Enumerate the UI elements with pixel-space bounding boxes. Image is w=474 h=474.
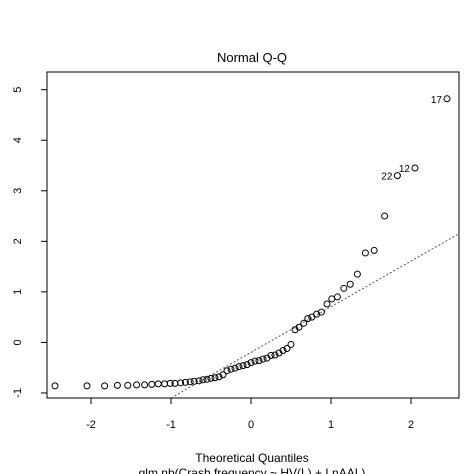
data-point <box>361 249 369 257</box>
y-tick-label: 1 <box>12 289 24 295</box>
y-tick-label: 4 <box>12 137 24 143</box>
data-point <box>199 376 207 384</box>
data-point <box>211 374 219 382</box>
data-point <box>251 357 259 365</box>
data-point <box>300 319 308 327</box>
x-tick-label: -1 <box>166 419 176 431</box>
point-label: 17 <box>431 95 443 106</box>
data-point <box>340 284 348 292</box>
data-point <box>295 323 303 331</box>
x-tick-label: 0 <box>248 419 254 431</box>
data-point <box>317 308 325 316</box>
plot-frame <box>46 71 460 399</box>
point-label: 22 <box>381 172 393 183</box>
data-point <box>393 172 401 180</box>
point-labels-layer: 17 22 12 <box>381 95 442 183</box>
model-subtitle: glm.nb(Crash.frequency ~ HV(L) + LnAAL) <box>139 466 366 474</box>
data-point <box>271 351 279 359</box>
y-tick-label: 3 <box>12 188 24 194</box>
data-point <box>207 374 215 382</box>
data-point <box>243 361 251 369</box>
data-point <box>443 95 451 103</box>
data-point <box>231 364 239 372</box>
data-point <box>370 246 378 254</box>
data-point <box>304 315 312 323</box>
data-point <box>283 344 291 352</box>
y-tick-label: -1 <box>12 388 24 398</box>
data-point <box>203 375 211 383</box>
data-point <box>219 371 227 379</box>
data-point <box>308 313 316 321</box>
x-axis: -2 -1 0 1 2 <box>86 398 414 431</box>
y-tick-label: 2 <box>12 238 24 244</box>
data-point <box>323 300 331 308</box>
data-point <box>267 352 275 360</box>
x-tick-label: 1 <box>328 419 334 431</box>
data-point <box>239 362 247 370</box>
data-point <box>279 346 287 354</box>
data-point <box>235 363 243 371</box>
data-point <box>247 359 255 367</box>
data-point <box>51 382 59 390</box>
y-tick-label: 0 <box>12 339 24 345</box>
data-point <box>190 377 198 385</box>
data-point <box>113 381 121 389</box>
points-layer <box>51 95 451 390</box>
data-point <box>381 212 389 220</box>
x-tick-label: -2 <box>86 419 96 431</box>
data-point <box>141 381 149 389</box>
x-axis-label: Theoretical Quantiles <box>195 451 308 465</box>
data-point <box>223 367 231 375</box>
data-point <box>177 379 185 387</box>
data-point <box>411 164 419 172</box>
y-tick-label: 5 <box>12 87 24 93</box>
data-point <box>227 365 235 373</box>
data-point <box>255 357 263 365</box>
data-point <box>353 270 361 278</box>
point-label: 12 <box>399 164 411 175</box>
chart-title: Normal Q-Q <box>217 50 287 65</box>
data-point <box>83 382 91 390</box>
data-point <box>133 381 141 389</box>
data-point <box>215 373 223 381</box>
x-tick-label: 2 <box>408 419 414 431</box>
data-point <box>101 382 109 390</box>
data-point <box>287 340 295 348</box>
data-point <box>181 378 189 386</box>
data-point <box>259 355 267 363</box>
data-point <box>195 377 203 385</box>
data-point <box>333 293 341 301</box>
data-point <box>166 379 174 387</box>
data-point <box>346 280 354 288</box>
data-point <box>186 378 194 386</box>
data-point <box>124 381 132 389</box>
y-axis: -1 0 1 2 3 4 5 <box>12 87 47 398</box>
